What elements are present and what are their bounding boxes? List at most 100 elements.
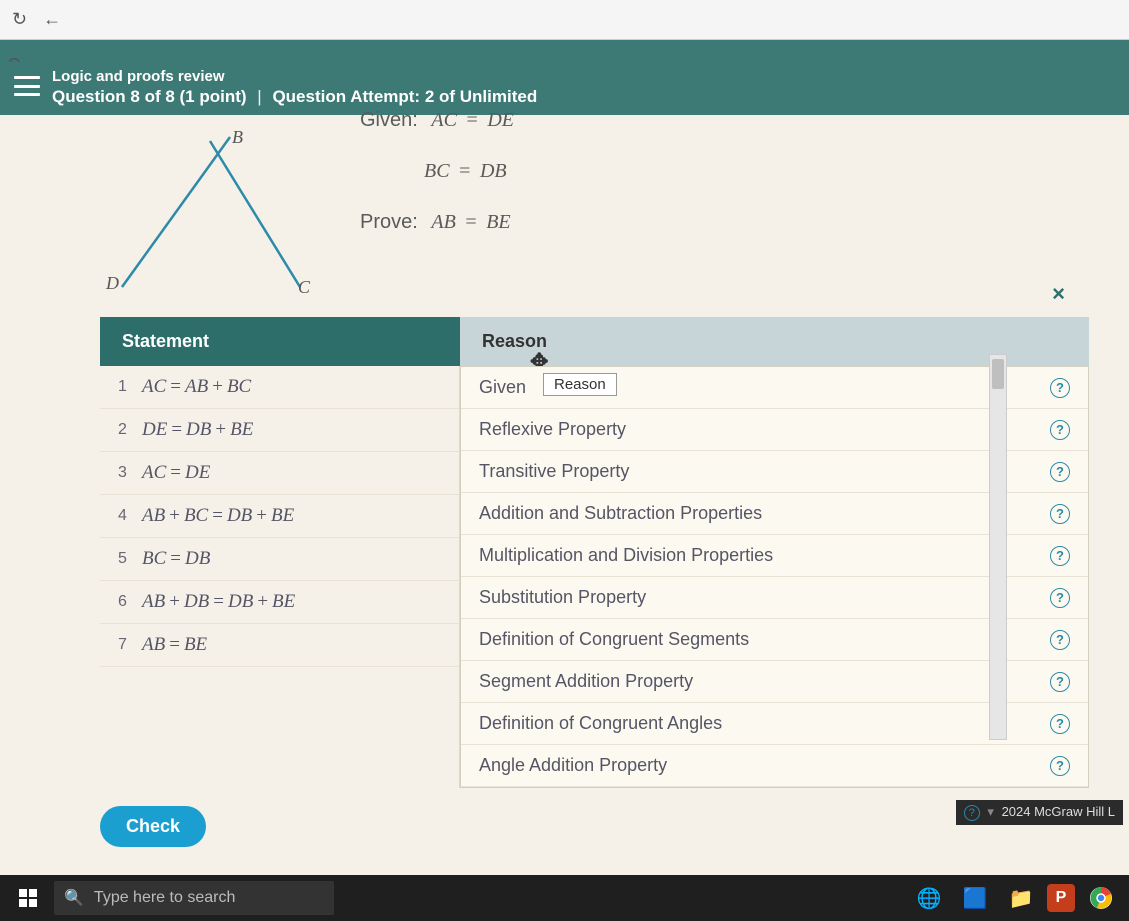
given-line-2: BC = DB <box>424 160 514 183</box>
given-label: Given: <box>360 109 418 131</box>
statement-token: AB <box>142 634 165 656</box>
statement-token: BE <box>271 505 294 527</box>
help-icon[interactable]: ? <box>1050 756 1070 776</box>
dropdown-caret-icon[interactable]: ▾ <box>987 804 994 819</box>
statement-token: + <box>253 591 272 613</box>
copyright-label: 2024 McGraw Hill L <box>1002 804 1115 819</box>
check-button[interactable]: Check <box>100 806 206 847</box>
statement-token: + <box>165 591 184 613</box>
taskbar-search[interactable]: 🔍 Type here to search <box>54 881 334 915</box>
given2-lhs: BC <box>424 160 450 182</box>
help-icon[interactable]: ? <box>1050 672 1070 692</box>
proof-table-header: Statement Reason ✥ <box>100 317 1089 366</box>
close-icon[interactable]: × <box>1052 281 1065 307</box>
statement-token: DB <box>184 591 209 613</box>
given1-rhs: DE <box>487 109 514 131</box>
help-icon[interactable]: ? <box>1050 420 1070 440</box>
statement-row: 1AC = AB + BC <box>100 366 459 409</box>
equals-sign: = <box>455 160 474 182</box>
statement-token: BE <box>272 591 295 613</box>
equals-sign: = <box>463 109 482 131</box>
taskbar-store-icon[interactable]: 🟦 <box>955 878 995 918</box>
help-icon[interactable]: ? <box>1050 378 1070 398</box>
help-icon[interactable]: ? <box>1050 588 1070 608</box>
statement-column: 1AC = AB + BC2DE = DB + BE3AC = DE4AB + … <box>100 366 460 788</box>
menu-icon[interactable] <box>14 76 40 96</box>
statement-token: = <box>166 548 185 570</box>
statement-token: = <box>166 462 185 484</box>
statement-token: DB <box>186 419 211 441</box>
reason-option[interactable]: Angle Addition Property? <box>461 745 1088 787</box>
statement-number: 2 <box>118 421 142 439</box>
taskbar-chrome-icon[interactable] <box>1081 878 1121 918</box>
review-title: Logic and proofs review <box>52 68 1113 85</box>
taskbar-powerpoint-icon[interactable]: P <box>1047 884 1075 912</box>
given-line-1: Given: AC = DE <box>360 109 514 132</box>
given2-rhs: DB <box>480 160 507 182</box>
header-statement: Statement <box>100 317 460 366</box>
statement-token: + <box>208 376 227 398</box>
reason-option-label: Definition of Congruent Segments <box>479 629 749 650</box>
statement-row: 3AC = DE <box>100 452 459 495</box>
statement-row: 6AB + DB = DB + BE <box>100 581 459 624</box>
statement-token: BE <box>184 634 207 656</box>
equals-sign: = <box>461 211 480 233</box>
taskbar-edge-icon[interactable]: 🌐 <box>909 878 949 918</box>
question-progress: Question 8 of 8 (1 point) | Question Att… <box>52 87 1113 107</box>
statement-token: DB <box>227 505 252 527</box>
reload-icon[interactable]: ↻ <box>12 9 27 30</box>
statement-token: = <box>165 634 184 656</box>
diagram-label-b: B <box>232 127 243 148</box>
start-button[interactable] <box>8 878 48 918</box>
statement-row: 2DE = DB + BE <box>100 409 459 452</box>
help-icon[interactable]: ? <box>1050 714 1070 734</box>
statement-token: AC <box>142 462 166 484</box>
help-icon[interactable]: ? <box>1050 462 1070 482</box>
assignment-header: Logic and proofs review Question 8 of 8 … <box>0 62 1129 115</box>
statement-token: = <box>167 419 186 441</box>
statement-token: BC <box>142 548 166 570</box>
reason-tooltip: Reason <box>543 373 617 396</box>
help-icon[interactable]: ? <box>1050 630 1070 650</box>
statement-token: BC <box>227 376 251 398</box>
separator: | <box>251 87 267 106</box>
problem-content: Given: AC = DE BC = DB Prove: AB = BE B … <box>0 115 1129 847</box>
statement-token: DB <box>185 548 210 570</box>
help-icon[interactable]: ? <box>964 805 980 821</box>
statement-token: + <box>211 419 230 441</box>
reason-scrollbar[interactable] <box>989 354 1007 740</box>
copyright-text: ? ▾ 2024 McGraw Hill L <box>956 800 1123 825</box>
help-icon[interactable]: ? <box>1050 504 1070 524</box>
reason-option-label: Given <box>479 377 526 398</box>
question-count: Question 8 of 8 (1 point) <box>52 87 247 106</box>
given-prove-block: Given: AC = DE BC = DB Prove: AB = BE <box>360 109 514 262</box>
statement-token: = <box>208 505 227 527</box>
statement-number: 3 <box>118 464 142 482</box>
statement-token: AB <box>142 505 165 527</box>
scrollbar-thumb[interactable] <box>992 359 1004 389</box>
statement-row: 5BC = DB <box>100 538 459 581</box>
browser-toolbar: ↻ ← <box>0 0 1129 40</box>
reason-option-label: Multiplication and Division Properties <box>479 545 773 566</box>
reason-option-label: Transitive Property <box>479 461 629 482</box>
segment-diagram: B D C <box>100 129 340 299</box>
back-icon[interactable]: ← <box>43 9 61 30</box>
given1-lhs: AC <box>431 109 457 131</box>
statement-number: 5 <box>118 550 142 568</box>
reason-option-label: Addition and Subtraction Properties <box>479 503 762 524</box>
statement-token: AB <box>142 591 165 613</box>
question-attempt: Question Attempt: 2 of Unlimited <box>272 87 537 106</box>
statement-token: BC <box>184 505 208 527</box>
taskbar-explorer-icon[interactable]: 📁 <box>1001 878 1041 918</box>
statement-token: AC <box>142 376 166 398</box>
statement-token: DB <box>228 591 253 613</box>
statement-token: BE <box>230 419 253 441</box>
statement-number: 6 <box>118 593 142 611</box>
reason-option-label: Reflexive Property <box>479 419 626 440</box>
help-icon[interactable]: ? <box>1050 546 1070 566</box>
prove-lhs: AB <box>431 211 455 233</box>
statement-token: DE <box>142 419 167 441</box>
statement-row: 4AB + BC = DB + BE <box>100 495 459 538</box>
app-top-bar <box>0 40 1129 62</box>
windows-taskbar: 🔍 Type here to search 🌐 🟦 📁 P <box>0 875 1129 921</box>
